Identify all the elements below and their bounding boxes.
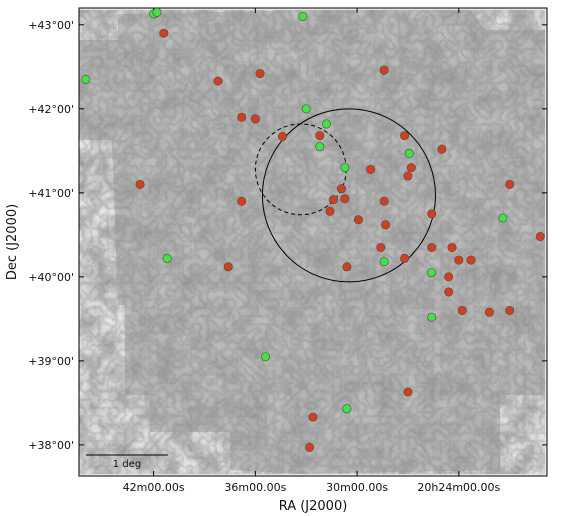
red-source-point <box>305 442 315 452</box>
red-source-point <box>403 387 413 397</box>
green-source-point <box>261 352 271 362</box>
red-source-point <box>379 196 389 206</box>
red-source-point <box>457 305 467 315</box>
red-source-point <box>223 262 233 272</box>
y-tick-label: +39°00' <box>28 355 74 368</box>
green-source-point <box>315 142 325 152</box>
green-source-point <box>340 163 350 173</box>
red-source-point <box>437 144 447 154</box>
green-source-point <box>427 268 437 278</box>
y-tick-label: +42°00' <box>28 103 74 116</box>
x-axis-title: RA (J2000) <box>279 499 348 514</box>
red-source-point <box>376 242 386 252</box>
red-source-point <box>400 131 410 141</box>
red-source-point <box>135 179 145 189</box>
red-source-point <box>444 272 454 282</box>
red-source-point <box>325 206 335 216</box>
red-source-point <box>466 255 476 265</box>
green-source-point <box>404 148 414 158</box>
green-source-point <box>298 11 308 21</box>
red-source-point <box>505 305 515 315</box>
red-source-point <box>308 412 318 422</box>
points-layer <box>81 7 545 452</box>
red-source-point <box>484 307 494 317</box>
green-source-point <box>152 7 162 17</box>
ticks-layer: 42m00.00s 36m00.00s 30m00.00s 20h24m00.00s +… <box>28 8 547 494</box>
red-source-point <box>505 179 515 189</box>
red-source-point <box>454 255 464 265</box>
red-source-point <box>255 69 265 79</box>
red-source-point <box>381 220 391 230</box>
red-source-point <box>427 209 437 219</box>
x-tick-label: 30m00.00s <box>326 481 388 494</box>
red-source-point <box>353 215 363 225</box>
green-source-point <box>301 104 311 114</box>
red-source-point <box>277 132 287 142</box>
red-source-point <box>250 114 260 124</box>
plot-frame <box>78 7 548 477</box>
red-source-point <box>403 171 413 181</box>
red-source-point <box>340 194 350 204</box>
red-source-point <box>406 163 416 173</box>
red-source-point <box>427 242 437 252</box>
red-source-point <box>328 195 338 205</box>
red-source-point <box>535 232 545 242</box>
solid-region-circle <box>261 108 436 283</box>
red-source-point <box>379 65 389 75</box>
green-source-point <box>81 74 91 84</box>
red-source-point <box>444 287 454 297</box>
sky-image-mosaic <box>79 10 545 474</box>
red-source-point <box>237 196 247 206</box>
green-source-point <box>322 119 332 129</box>
red-source-point <box>159 28 169 38</box>
y-tick-label: +40°00' <box>28 271 74 284</box>
green-source-point <box>162 253 172 263</box>
red-source-point <box>336 184 346 194</box>
green-source-point <box>342 404 352 414</box>
red-source-point <box>447 242 457 252</box>
red-source-point <box>342 262 352 272</box>
red-source-point <box>315 131 325 141</box>
red-source-point <box>213 76 223 86</box>
x-tick-label: 42m00.00s <box>123 481 185 494</box>
red-source-point <box>400 253 410 263</box>
green-source-point <box>498 213 508 223</box>
red-source-point <box>366 164 376 174</box>
green-source-point <box>427 312 437 322</box>
x-tick-label: 20h24m00.00s <box>417 481 500 494</box>
x-tick-label: 36m00.00s <box>224 481 286 494</box>
green-source-point <box>379 257 389 267</box>
y-axis-title: Dec (J2000) <box>5 204 20 280</box>
scale-bar-label: 1 deg <box>113 459 141 470</box>
y-tick-label: +43°00' <box>28 19 74 32</box>
y-tick-label: +41°00' <box>28 187 74 200</box>
y-tick-label: +38°00' <box>28 439 74 452</box>
red-source-point <box>237 112 247 122</box>
